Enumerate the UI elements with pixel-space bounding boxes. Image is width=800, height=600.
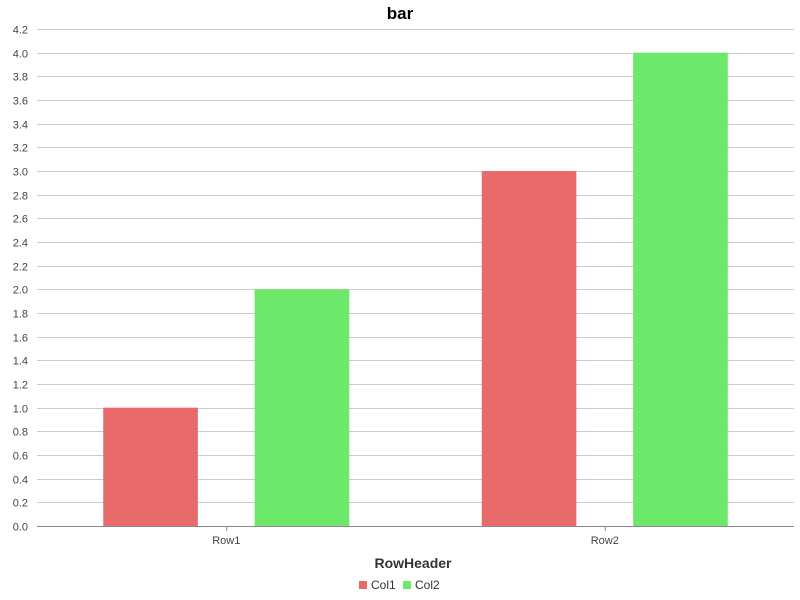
- y-tick-label: 1.0: [13, 404, 28, 416]
- bar-col1-row2[interactable]: [481, 171, 577, 526]
- x-tick-label: Row1: [212, 535, 240, 547]
- y-tick-label: 3.2: [13, 143, 28, 155]
- y-tick-label: 1.2: [13, 380, 28, 392]
- bars: [103, 52, 728, 527]
- x-axis-title: RowHeader: [374, 555, 452, 571]
- y-tick-label: 3.6: [13, 96, 28, 108]
- y-tick-label: 3.0: [13, 167, 28, 179]
- y-tick-label: 0.8: [13, 427, 28, 439]
- legend-item-col2[interactable]: Col2: [403, 578, 440, 592]
- y-tick-label: 0.0: [13, 522, 28, 534]
- legend-item-col1[interactable]: Col1: [359, 578, 396, 592]
- legend-swatch: [403, 581, 411, 589]
- y-tick-label: 3.4: [13, 120, 28, 132]
- y-tick-label: 1.8: [13, 309, 28, 321]
- y-tick-label: 3.8: [13, 72, 28, 84]
- y-tick-label: 2.2: [13, 262, 28, 274]
- legend-swatch: [359, 581, 367, 589]
- x-axis-ticks: Row1 Row2: [212, 526, 619, 547]
- x-tick-label: Row2: [591, 535, 619, 547]
- bar-col2-row2[interactable]: [633, 52, 728, 527]
- chart-title: bar: [387, 4, 414, 23]
- y-tick-label: 2.6: [13, 214, 28, 226]
- y-tick-label: 0.6: [13, 451, 28, 463]
- y-tick-label: 0.2: [13, 498, 28, 510]
- bar-col2-row1[interactable]: [254, 289, 350, 526]
- y-tick-label: 4.2: [13, 25, 28, 37]
- legend-label: Col1: [371, 578, 396, 592]
- y-tick-label: 1.6: [13, 333, 28, 345]
- legend-label: Col2: [415, 578, 440, 592]
- y-axis-ticks: 0.0 0.2 0.4 0.6 0.8 1.0 1.2 1.4 1.6 1.8 2.0 2.2 2.4 2…: [13, 25, 28, 534]
- y-tick-label: 2.0: [13, 285, 28, 297]
- y-tick-label: 2.8: [13, 191, 28, 203]
- legend[interactable]: Col1 Col2: [359, 578, 440, 592]
- y-tick-label: 2.4: [13, 238, 28, 250]
- y-tick-label: 0.4: [13, 475, 28, 487]
- bar-col1-row1[interactable]: [103, 407, 198, 526]
- y-tick-label: 4.0: [13, 49, 28, 61]
- y-tick-label: 1.4: [13, 356, 28, 368]
